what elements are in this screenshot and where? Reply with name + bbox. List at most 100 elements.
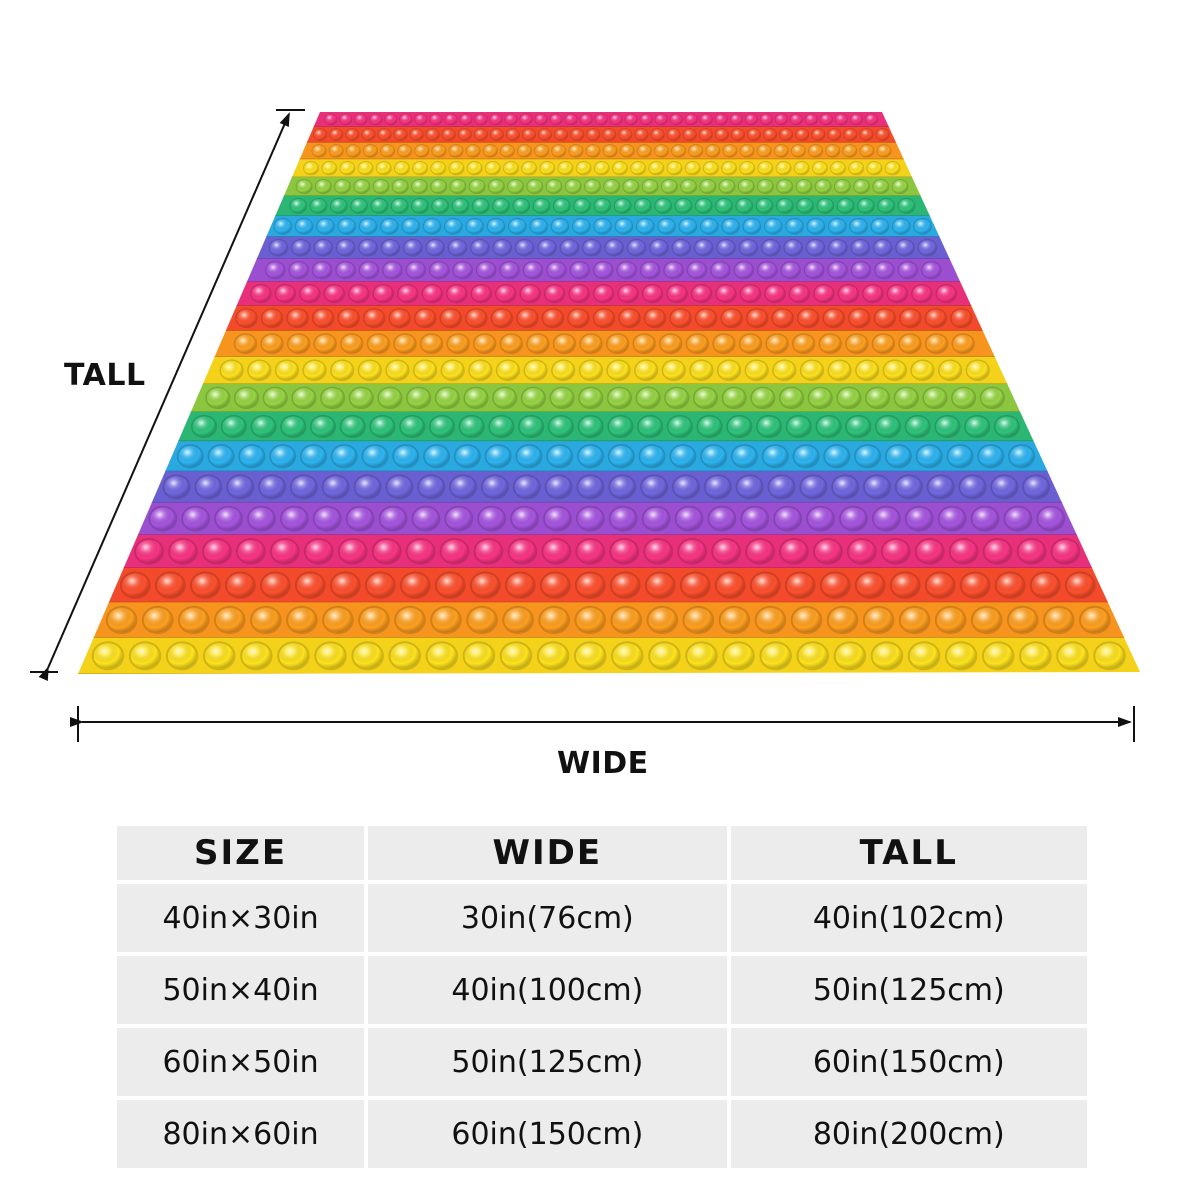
bubble-highlight <box>251 285 271 302</box>
bubble-highlight <box>672 240 690 256</box>
header-wide: WIDE <box>368 826 727 880</box>
bubble-highlight <box>812 129 825 141</box>
bubble-highlight <box>820 114 833 125</box>
bubble-highlight <box>538 643 568 669</box>
bubble-highlight <box>509 219 526 234</box>
bubble-highlight <box>360 607 388 633</box>
bubble-highlight <box>617 262 636 279</box>
bubble-highlight <box>720 607 749 633</box>
bubble-highlight <box>995 416 1019 437</box>
bubble-highlight <box>415 114 427 125</box>
bubble-highlight <box>313 129 327 141</box>
bubble-highlight <box>430 262 449 279</box>
bubble-highlight <box>829 219 846 234</box>
bubble-highlight <box>412 199 428 213</box>
bubble-highlight <box>226 573 254 597</box>
bubble-highlight <box>551 388 574 408</box>
bubble-highlight <box>805 262 824 279</box>
bubble-highlight <box>671 445 695 467</box>
bubble-highlight <box>353 643 382 669</box>
bubble-highlight <box>723 145 737 157</box>
bubble-highlight <box>482 476 508 498</box>
header-size: SIZE <box>117 826 365 880</box>
bubble-highlight <box>951 309 972 327</box>
bubble-highlight <box>552 360 574 380</box>
bubble-highlight <box>336 240 355 256</box>
bubble-highlight <box>276 360 298 380</box>
bubble-highlight <box>808 145 823 157</box>
bubble-highlight <box>777 180 793 193</box>
cell-size: 60in×50in <box>117 1028 365 1096</box>
bubble-highlight <box>196 476 221 498</box>
bubble-highlight <box>414 360 436 380</box>
bubble-highlight <box>396 607 424 633</box>
bubble-highlight <box>734 262 753 279</box>
bubble-highlight <box>1095 643 1124 669</box>
bubble-highlight <box>840 507 867 530</box>
bubble-highlight <box>796 180 812 193</box>
bubble-highlight <box>1008 607 1037 633</box>
bubble-highlight <box>580 114 592 125</box>
bubble-highlight <box>522 129 536 141</box>
bubble-highlight <box>873 507 899 530</box>
bubble-highlight <box>650 643 679 669</box>
bubble-highlight <box>607 360 630 380</box>
bubble-highlight <box>687 262 706 279</box>
bubble-highlight <box>136 539 163 563</box>
bubble-highlight <box>738 180 754 193</box>
bubble-highlight <box>475 114 487 125</box>
bubble-highlight <box>242 643 271 669</box>
bubble-highlight <box>679 539 706 563</box>
bubble-highlight <box>93 643 123 669</box>
bubble-highlight <box>633 334 655 353</box>
bubble-highlight <box>776 162 791 175</box>
bubble-highlight <box>460 416 484 437</box>
bubble-highlight <box>509 539 536 563</box>
bubble-highlight <box>371 199 388 213</box>
bubble-highlight <box>981 388 1004 408</box>
bubble-highlight <box>854 180 869 193</box>
bubble-highlight <box>828 262 847 279</box>
bubble-highlight <box>612 162 627 175</box>
bubble-highlight <box>503 162 518 175</box>
bubble-highlight <box>363 445 387 467</box>
bubble-highlight <box>290 199 307 213</box>
bubble-highlight <box>455 445 480 467</box>
bubble-highlight <box>500 145 514 157</box>
bubble-highlight <box>491 309 512 327</box>
bubble-highlight <box>698 416 721 437</box>
bubble-highlight <box>828 129 841 141</box>
bubble-highlight <box>751 573 779 597</box>
bubble-highlight <box>638 416 662 437</box>
bubble-highlight <box>398 145 412 157</box>
bubble-highlight <box>520 285 540 302</box>
bubble-highlight <box>663 360 685 380</box>
bubble-highlight <box>313 262 332 279</box>
bubble-highlight <box>370 114 382 125</box>
bubble-highlight <box>765 219 782 234</box>
bubble-highlight <box>540 607 569 633</box>
bubble-highlight <box>777 199 793 213</box>
bubble-highlight <box>501 334 522 353</box>
table-row: 40in×30in 30in(76cm) 40in(102cm) <box>117 884 1087 952</box>
bubble-highlight <box>440 309 461 327</box>
bubble-highlight <box>576 573 604 597</box>
bubble-highlight <box>713 334 735 353</box>
bubble-highlight <box>346 145 360 157</box>
bubble-highlight <box>608 388 631 408</box>
bubble-highlight <box>431 180 447 193</box>
bubble-highlight <box>349 285 369 302</box>
bubble-highlight <box>858 199 874 213</box>
bubble-highlight <box>608 416 632 437</box>
bubble-highlight <box>432 199 448 213</box>
bubble-highlight <box>885 162 900 175</box>
bubble-highlight <box>801 476 826 498</box>
bubble-highlight <box>984 539 1011 563</box>
bubble-highlight <box>269 240 288 256</box>
blanket-surface <box>78 112 1140 674</box>
bubble-highlight <box>389 309 410 327</box>
bubble-highlight <box>837 388 860 408</box>
bubble-highlight <box>373 285 393 302</box>
bubble-highlight <box>530 219 547 234</box>
bubble-highlight <box>445 114 457 125</box>
